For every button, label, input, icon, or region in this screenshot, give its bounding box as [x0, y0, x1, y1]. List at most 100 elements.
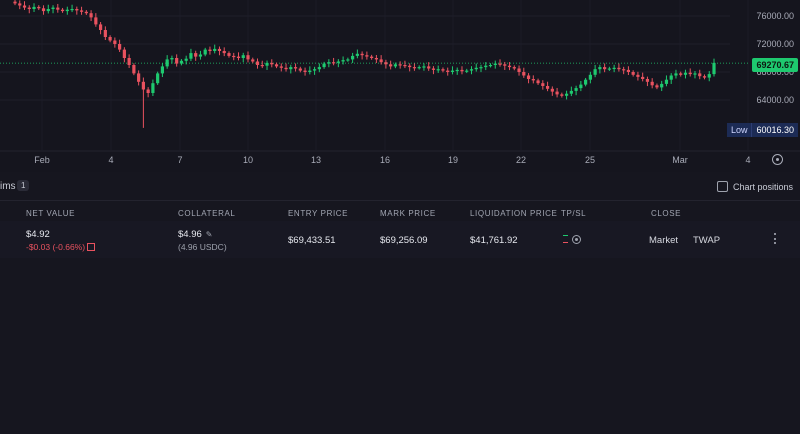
candle-body [184, 58, 188, 61]
candle-body [98, 24, 103, 30]
candle-body [156, 73, 160, 84]
candle-body [175, 58, 179, 64]
candle-body [650, 81, 654, 86]
tpsl-lines-icon [563, 235, 572, 243]
collateral-usdc: (4.96 USDC) [178, 242, 227, 252]
candle-body [683, 72, 688, 75]
candle-body [550, 88, 554, 92]
candle-body [327, 62, 331, 64]
candle-body [664, 79, 669, 84]
candle-body [707, 74, 711, 78]
candle-body [141, 81, 145, 90]
candle-body [674, 73, 678, 76]
close-twap-button[interactable]: TWAP [693, 235, 721, 246]
edit-pencil-icon[interactable]: ✎ [205, 230, 213, 239]
external-link-icon[interactable] [87, 243, 96, 251]
chart-positions-toggle[interactable]: Chart positions [716, 181, 793, 192]
checkbox-icon[interactable] [716, 181, 728, 192]
candle-body [360, 53, 364, 56]
positions-tab-bar: ims 1 Chart positions [0, 173, 800, 201]
price-tick: 72000.00 [756, 39, 794, 49]
candle-body [379, 59, 383, 63]
candle-body [146, 89, 150, 93]
candle-body [222, 51, 226, 54]
candle-body [655, 85, 659, 88]
candle-body [389, 64, 393, 67]
candle-body [137, 73, 141, 82]
tab-positions[interactable]: ims [0, 181, 16, 192]
candle-body [436, 69, 440, 71]
candle-body [84, 11, 88, 14]
candle-body [446, 70, 450, 72]
candle-body [113, 40, 117, 44]
candle-body [555, 91, 559, 95]
candle-body [346, 59, 350, 61]
pnl-text: -$0.03 (-0.66%) [26, 242, 86, 252]
candle-body [13, 1, 17, 4]
candle-body [712, 62, 716, 75]
candle-body [669, 75, 673, 80]
candle-body [460, 69, 464, 72]
collateral-text: $4.96 [178, 229, 202, 240]
candle-body [688, 72, 692, 75]
x-tick: Feb [34, 155, 50, 165]
candle-body [622, 69, 626, 71]
candle-body [365, 55, 369, 57]
candle-body [317, 67, 321, 70]
column-header-net-value: NET VALUE [26, 209, 76, 218]
candle-body [612, 67, 616, 69]
candle-body [103, 30, 107, 37]
low-label: Low [726, 123, 752, 137]
candle-body [108, 37, 112, 41]
price-tick: 68000.00 [756, 67, 794, 77]
candle-body [289, 67, 293, 70]
x-tick: Mar [672, 155, 688, 165]
candle-body [227, 53, 231, 56]
candle-body [588, 74, 592, 80]
candle-body [398, 64, 402, 66]
candle-body [241, 55, 245, 58]
candle-body [179, 60, 184, 64]
candle-body [403, 65, 407, 67]
candle-body [598, 67, 602, 70]
x-tick: 7 [177, 155, 183, 165]
candle-body [517, 68, 521, 72]
pnl-value[interactable]: -$0.03 (-0.66%) [26, 242, 96, 252]
tpsl-add-icon[interactable] [572, 235, 581, 244]
more-options-icon[interactable] [774, 233, 777, 244]
candle-body [94, 17, 98, 25]
candle-body [89, 13, 93, 18]
candle-body [232, 55, 236, 58]
collateral-value: $4.96 ✎ [178, 229, 212, 240]
x-tick: 16 [379, 155, 391, 165]
entry-price: $69,433.51 [288, 235, 336, 246]
candle-body [702, 76, 707, 78]
candle-body [260, 65, 264, 67]
candle-body [607, 68, 611, 70]
candle-body [293, 67, 298, 69]
positions-count-badge: 1 [17, 180, 30, 191]
candle-body [450, 70, 455, 72]
position-row[interactable] [0, 221, 800, 258]
candle-body [603, 67, 607, 70]
gear-icon[interactable] [772, 154, 783, 165]
candle-body [127, 58, 131, 65]
liquidation-price: $41,761.92 [470, 235, 518, 246]
candle-body [526, 75, 531, 79]
candle-body [370, 56, 374, 58]
candle-body [18, 3, 22, 6]
candle-body [679, 73, 683, 75]
candle-body [465, 70, 469, 72]
x-tick: 22 [515, 155, 527, 165]
candle-body [512, 67, 516, 69]
candlestick-chart[interactable] [0, 0, 800, 172]
candle-body [474, 67, 478, 70]
candle-body [579, 84, 583, 89]
candle-body [536, 80, 540, 84]
close-market-button[interactable]: Market [649, 235, 679, 246]
candle-body [303, 70, 307, 72]
price-chart[interactable]: 76000.00 72000.00 68000.00 64000.00 6927… [0, 0, 800, 172]
candle-body [308, 70, 312, 72]
candle-body [75, 9, 79, 11]
candle-body [194, 53, 198, 57]
